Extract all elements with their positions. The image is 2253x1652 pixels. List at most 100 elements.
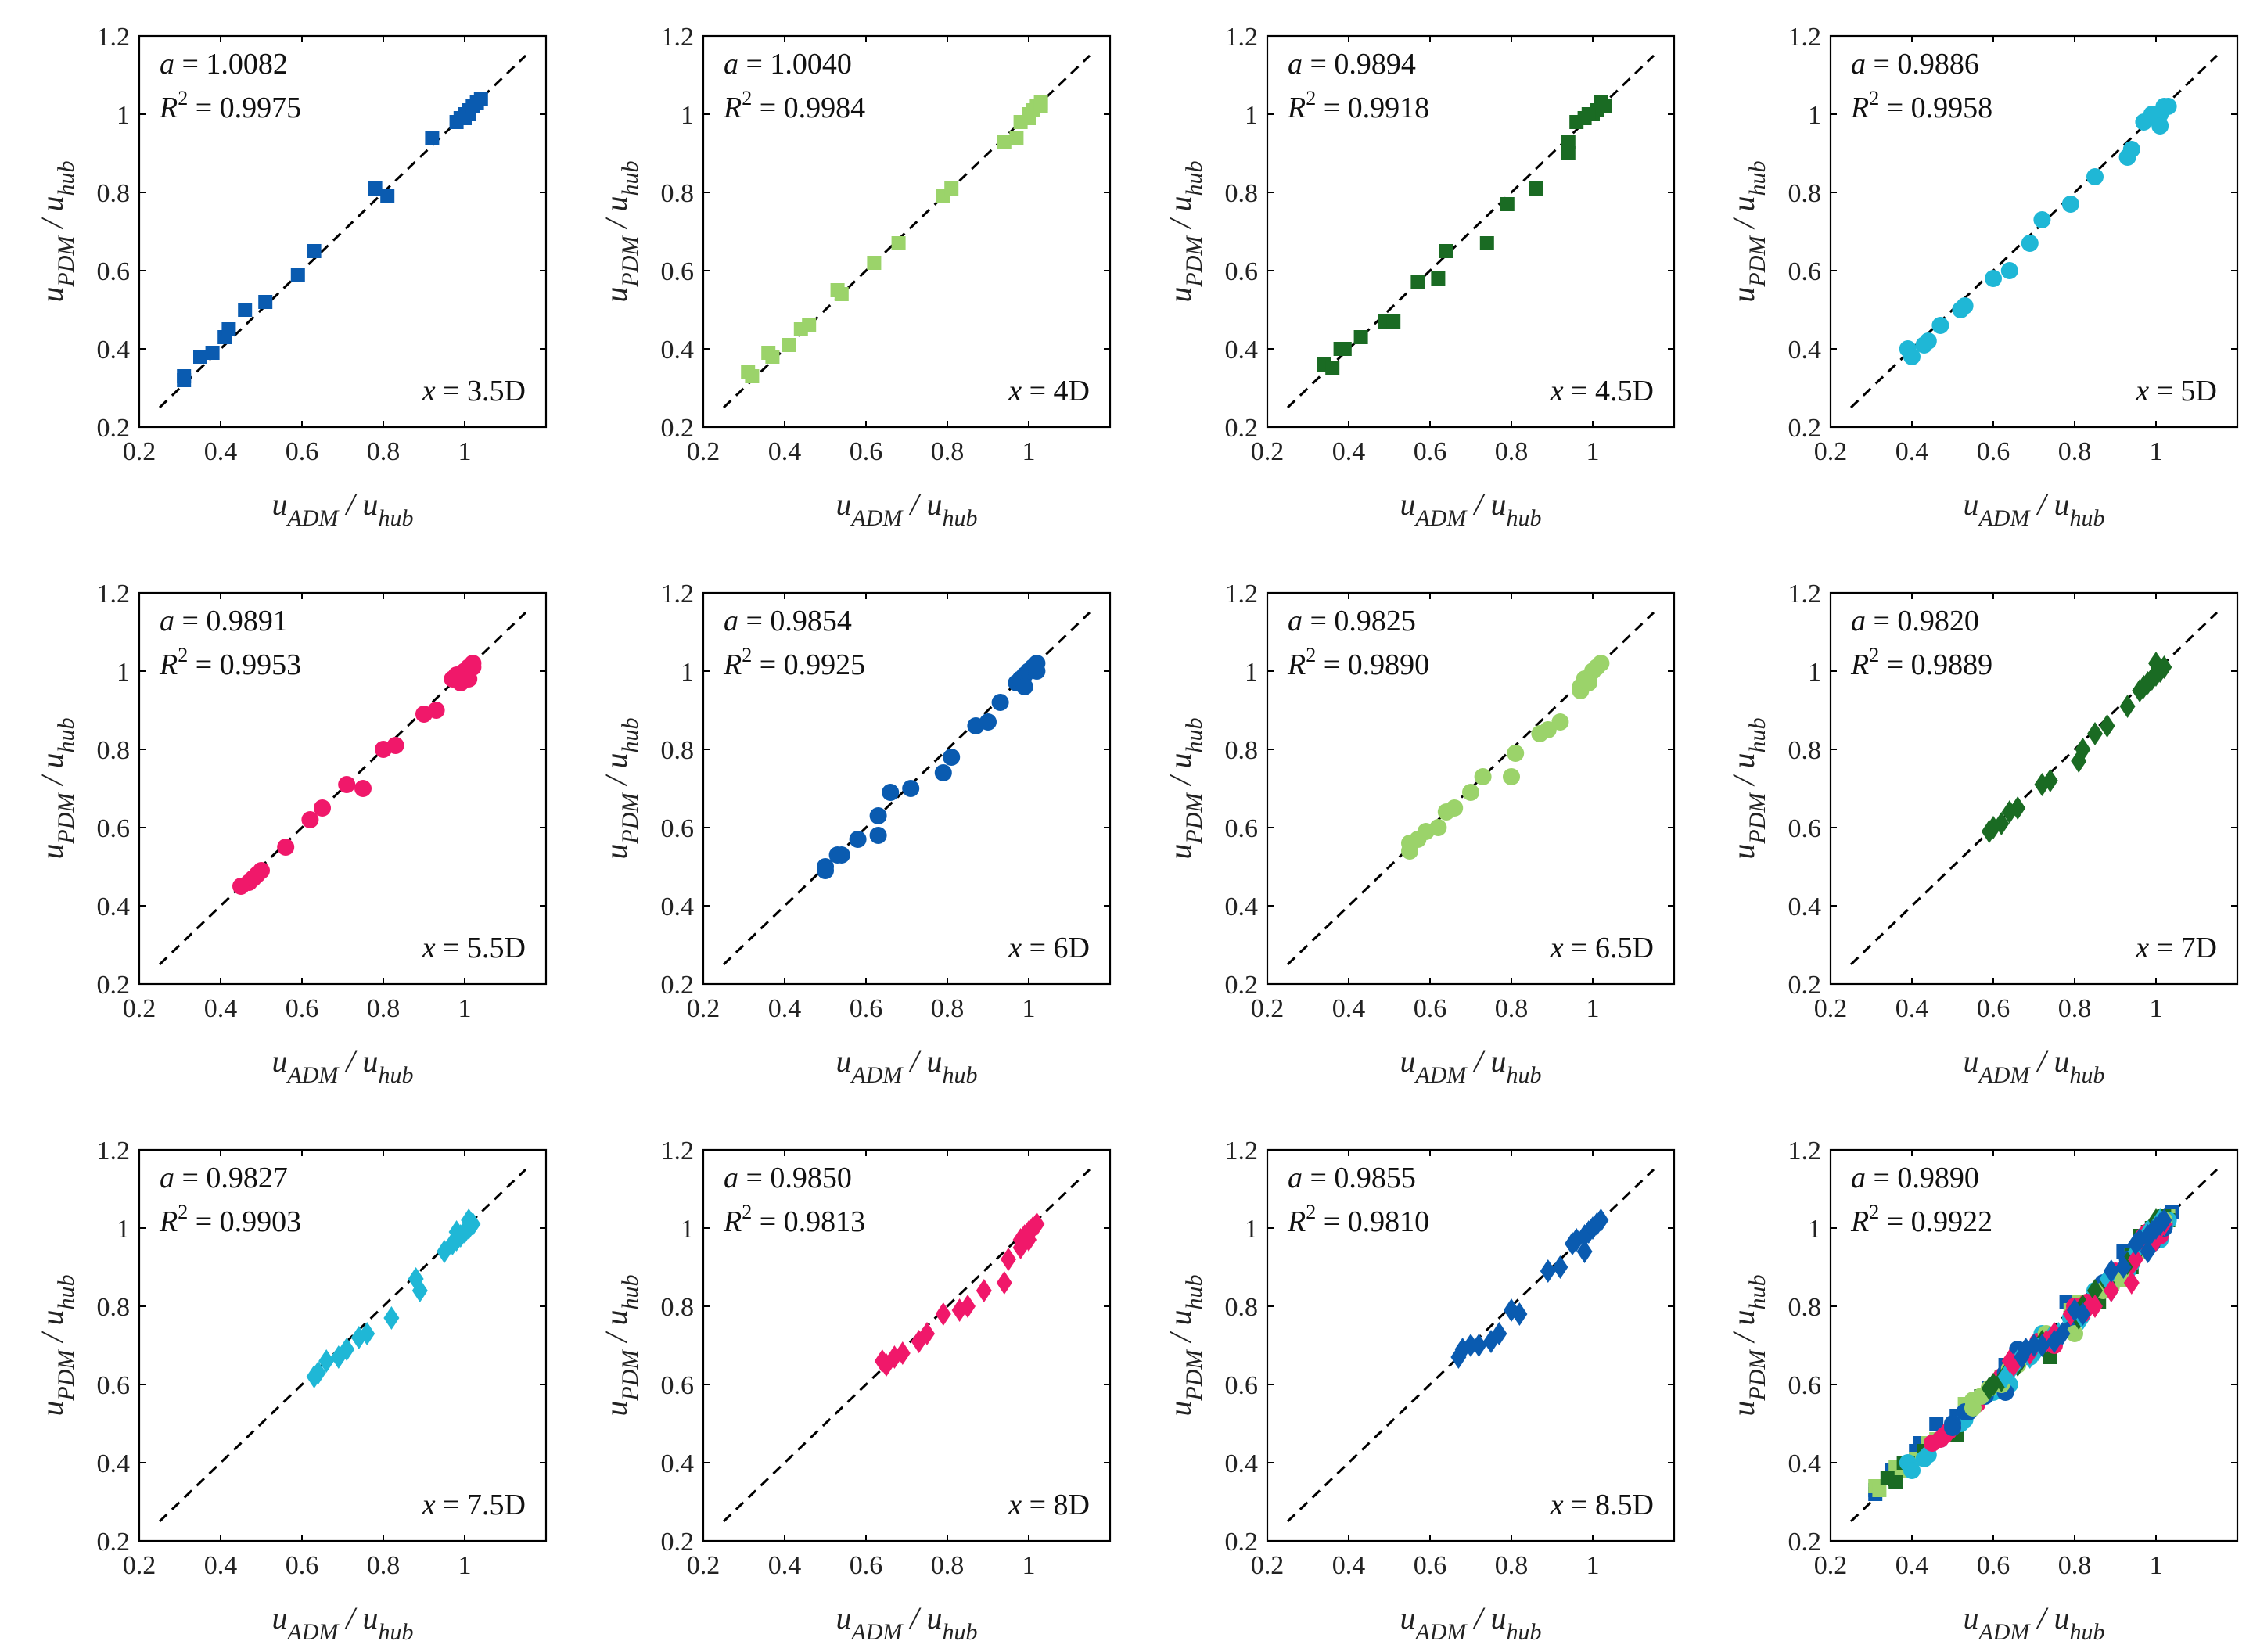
data-point xyxy=(1507,745,1525,762)
data-point xyxy=(1539,721,1557,738)
data-point xyxy=(960,1295,976,1318)
data-point xyxy=(368,181,383,196)
data-point xyxy=(997,135,1012,149)
data-point xyxy=(1593,1208,1609,1232)
data-point xyxy=(1581,107,1596,121)
data-point xyxy=(1903,1462,1921,1479)
data-point xyxy=(944,181,959,196)
y-tick-label: 0.8 xyxy=(1788,179,1822,208)
x-axis-label: uADM / uhub xyxy=(1400,1043,1541,1088)
x-tick-label: 0.8 xyxy=(1495,437,1529,466)
data-point xyxy=(934,764,952,781)
y-tick-label: 0.8 xyxy=(1225,179,1259,208)
data-point xyxy=(1529,181,1543,196)
position-annotation: x = 3.5D xyxy=(422,375,526,408)
data-point xyxy=(902,780,920,797)
y-tick-label: 1 xyxy=(681,101,694,130)
data-point xyxy=(1592,655,1610,672)
x-tick-label: 1 xyxy=(2150,437,2163,466)
y-tick-label: 0.8 xyxy=(97,179,131,208)
x-axis-label: uADM / uhub xyxy=(1963,1600,2104,1645)
y-tick-label: 0.2 xyxy=(97,1528,131,1557)
data-point xyxy=(301,811,319,828)
r2-annotation: R2 = 0.9958 xyxy=(1850,87,1992,124)
data-point xyxy=(1439,244,1453,258)
y-tick-label: 0.4 xyxy=(97,1449,131,1478)
data-point xyxy=(314,799,331,817)
data-point xyxy=(745,369,760,383)
data-point xyxy=(461,1208,477,1232)
x-tick-label: 0.2 xyxy=(1251,994,1285,1023)
data-point xyxy=(451,674,469,691)
data-point xyxy=(919,1322,935,1345)
y-tick-label: 1 xyxy=(681,658,694,687)
data-point xyxy=(1985,270,2002,287)
x-tick-label: 0.2 xyxy=(1814,1551,1848,1580)
data-point xyxy=(1033,99,1048,113)
x-tick-label: 1 xyxy=(1022,994,1036,1023)
data-point xyxy=(782,338,796,352)
data-point xyxy=(2115,1255,2132,1279)
data-point xyxy=(1540,1259,1556,1283)
data-point xyxy=(1903,348,1921,365)
subplot-4: 0.20.2 0.4 0.4 0.6 0.6 0.8 0.8 1 1 1.2 a = 0.9886 R… xyxy=(1726,23,2239,531)
y-tick-label: 0.8 xyxy=(1225,736,1259,765)
data-point xyxy=(802,318,817,332)
y-tick-label: 0.4 xyxy=(1788,1449,1822,1478)
axes-frame xyxy=(1266,34,1676,429)
y-tick-label: 0.6 xyxy=(97,814,131,843)
y-tick-label: 0.2 xyxy=(661,414,695,443)
y-tick-label: 1 xyxy=(1245,1215,1258,1244)
x-tick-label: 0.6 xyxy=(1977,994,2010,1023)
data-point xyxy=(1029,1212,1045,1236)
y-axis-label: uPDM / uhub xyxy=(34,1274,79,1416)
axes-frame xyxy=(1829,1148,2239,1542)
x-tick-label: 0.6 xyxy=(850,994,883,1023)
y-tick-label: 0.4 xyxy=(1225,892,1259,921)
slope-annotation: a = 0.9820 xyxy=(1851,605,1979,637)
y-tick-label: 0.2 xyxy=(1788,414,1822,443)
y-tick-label: 0.8 xyxy=(1225,1293,1259,1322)
y-tick-label: 0.6 xyxy=(661,1371,695,1400)
data-point xyxy=(2075,738,2091,761)
y-tick-label: 1 xyxy=(1245,101,1258,130)
x-tick-label: 0.4 xyxy=(204,994,238,1023)
y-axis-label: uPDM / uhub xyxy=(1726,160,1770,302)
r2-annotation: R2 = 0.9922 xyxy=(1850,1201,1992,1238)
position-annotation: x = 4.5D xyxy=(1550,375,1654,408)
data-point xyxy=(2075,1302,2091,1326)
y-tick-label: 1 xyxy=(1808,101,1821,130)
data-point xyxy=(991,694,1009,711)
y-axis-label: uPDM / uhub xyxy=(34,160,79,302)
data-point xyxy=(1410,275,1425,289)
x-tick-label: 0.6 xyxy=(286,1551,319,1580)
subplot-11: 0.20.2 0.4 0.4 0.6 0.6 0.8 0.8 1 1 1.2 a = 0.9855 R… xyxy=(1162,1137,1676,1645)
data-point xyxy=(2140,1240,2156,1263)
data-point xyxy=(2086,168,2104,185)
x-axis-label: uADM / uhub xyxy=(1963,487,2104,531)
y-tick-label: 0.4 xyxy=(1225,336,1259,365)
x-tick-label: 0.2 xyxy=(123,1551,156,1580)
data-point xyxy=(307,244,322,258)
y-tick-label: 0.2 xyxy=(1788,971,1822,1000)
x-tick-label: 0.8 xyxy=(367,994,401,1023)
data-point xyxy=(1021,1228,1037,1252)
x-axis-label: uADM / uhub xyxy=(271,1043,413,1088)
x-tick-label: 0.8 xyxy=(367,1551,401,1580)
y-tick-label: 1.2 xyxy=(661,23,695,52)
data-point xyxy=(849,831,867,848)
x-tick-label: 0.8 xyxy=(2058,994,2092,1023)
x-tick-label: 0.2 xyxy=(1251,437,1285,466)
data-point xyxy=(2156,1208,2172,1232)
data-point xyxy=(1993,812,2010,835)
x-tick-label: 0.6 xyxy=(1414,1551,1447,1580)
y-tick-label: 0.2 xyxy=(1225,971,1259,1000)
data-point xyxy=(2034,1334,2050,1357)
y-tick-label: 0.4 xyxy=(97,892,131,921)
y-axis-label: uPDM / uhub xyxy=(1726,1274,1770,1416)
position-annotation: x = 5.5D xyxy=(422,932,526,964)
data-point xyxy=(2148,652,2164,675)
data-point xyxy=(2099,714,2115,738)
data-point xyxy=(1872,1483,1887,1497)
